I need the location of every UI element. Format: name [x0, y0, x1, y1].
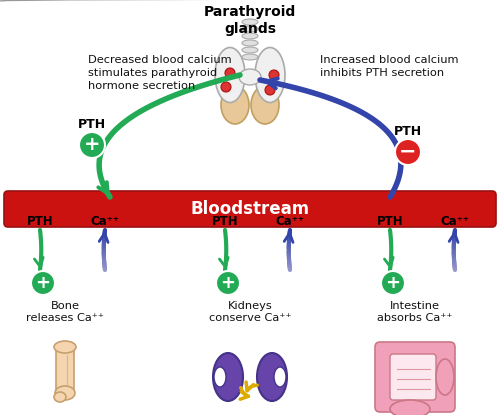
FancyBboxPatch shape: [56, 346, 74, 395]
Ellipse shape: [215, 47, 245, 103]
Ellipse shape: [54, 341, 76, 353]
Circle shape: [216, 271, 240, 295]
Text: Bloodstream: Bloodstream: [190, 200, 310, 218]
Text: PTH: PTH: [394, 125, 422, 138]
Text: Parathyroid
glands: Parathyroid glands: [204, 5, 296, 36]
Circle shape: [265, 85, 275, 95]
Text: PTH: PTH: [78, 118, 106, 131]
FancyBboxPatch shape: [390, 354, 436, 400]
Circle shape: [79, 132, 105, 158]
Ellipse shape: [213, 353, 243, 401]
Ellipse shape: [390, 400, 430, 415]
Text: Ca⁺⁺: Ca⁺⁺: [276, 215, 304, 228]
FancyBboxPatch shape: [4, 191, 496, 227]
Ellipse shape: [242, 33, 258, 39]
Circle shape: [269, 70, 279, 80]
Ellipse shape: [251, 86, 279, 124]
Ellipse shape: [239, 69, 261, 85]
Text: Increased blood calcium
inhibits PTH secretion: Increased blood calcium inhibits PTH sec…: [320, 55, 458, 78]
Ellipse shape: [242, 47, 258, 53]
Ellipse shape: [257, 353, 287, 401]
Circle shape: [31, 271, 55, 295]
Circle shape: [221, 82, 231, 92]
Circle shape: [225, 68, 235, 78]
Text: PTH: PTH: [212, 215, 238, 228]
Ellipse shape: [274, 367, 286, 387]
Text: +: +: [220, 274, 236, 292]
Text: +: +: [36, 274, 51, 292]
Ellipse shape: [242, 54, 258, 60]
Ellipse shape: [221, 86, 249, 124]
Text: Ca⁺⁺: Ca⁺⁺: [90, 215, 120, 228]
Text: Bone
releases Ca⁺⁺: Bone releases Ca⁺⁺: [26, 301, 104, 323]
Text: PTH: PTH: [26, 215, 54, 228]
Text: +: +: [84, 136, 100, 154]
Text: Intestine
absorbs Ca⁺⁺: Intestine absorbs Ca⁺⁺: [378, 301, 453, 323]
Ellipse shape: [242, 19, 258, 25]
Ellipse shape: [255, 47, 285, 103]
Text: Kidneys
conserve Ca⁺⁺: Kidneys conserve Ca⁺⁺: [209, 301, 291, 323]
FancyBboxPatch shape: [375, 342, 455, 412]
Ellipse shape: [54, 392, 66, 402]
Ellipse shape: [214, 367, 226, 387]
Text: PTH: PTH: [376, 215, 404, 228]
Circle shape: [395, 139, 421, 165]
Text: Ca⁺⁺: Ca⁺⁺: [440, 215, 470, 228]
Text: +: +: [386, 274, 400, 292]
Ellipse shape: [242, 26, 258, 32]
Ellipse shape: [55, 386, 75, 400]
Ellipse shape: [436, 359, 454, 395]
Circle shape: [381, 271, 405, 295]
Text: Decreased blood calcium
stimulates parathyroid
hormone secretion: Decreased blood calcium stimulates parat…: [88, 55, 232, 91]
Ellipse shape: [242, 40, 258, 46]
Text: −: −: [399, 142, 417, 162]
